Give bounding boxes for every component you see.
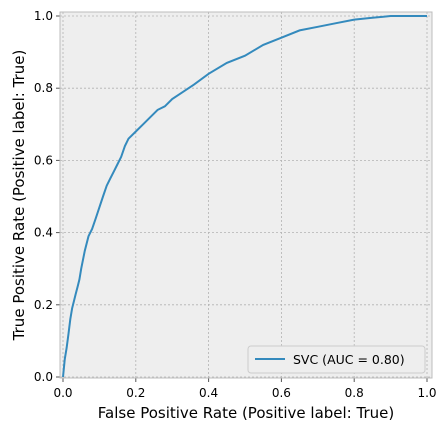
- plot-frame: [59, 11, 433, 379]
- x-tick-label: 1.0: [417, 386, 436, 400]
- tick-labels: 0.0 0.2 0.4 0.6 0.8 1.0 0.0 0.2 0.4 0.6 0.8 1.0: [34, 9, 437, 400]
- y-tick-label: 0.2: [34, 298, 53, 312]
- grid: [60, 12, 432, 378]
- roc-curve-line: [62, 15, 427, 378]
- legend: SVC (AUC = 0.80): [247, 345, 426, 374]
- x-axis-title: False Positive Rate (Positive label: Tru…: [98, 404, 394, 422]
- x-tick-label: 0.2: [126, 386, 145, 400]
- y-tick-label: 0.8: [34, 81, 53, 95]
- y-tick-label: 0.6: [34, 153, 53, 167]
- x-tick-label: 0.0: [53, 386, 72, 400]
- y-tick-label: 0.4: [34, 226, 53, 240]
- y-tick-label: 1.0: [34, 9, 53, 23]
- x-tick-label: 0.4: [199, 386, 218, 400]
- y-tick-label: 0.0: [34, 370, 53, 384]
- plot-area: [60, 12, 432, 378]
- legend-box: [247, 345, 426, 374]
- ticks: [56, 15, 428, 382]
- y-axis-title: True Positive Rate (Positive label: True…: [10, 50, 28, 342]
- legend-label: SVC (AUC = 0.80): [293, 352, 405, 367]
- x-tick-label: 0.6: [272, 386, 291, 400]
- x-tick-label: 0.8: [345, 386, 364, 400]
